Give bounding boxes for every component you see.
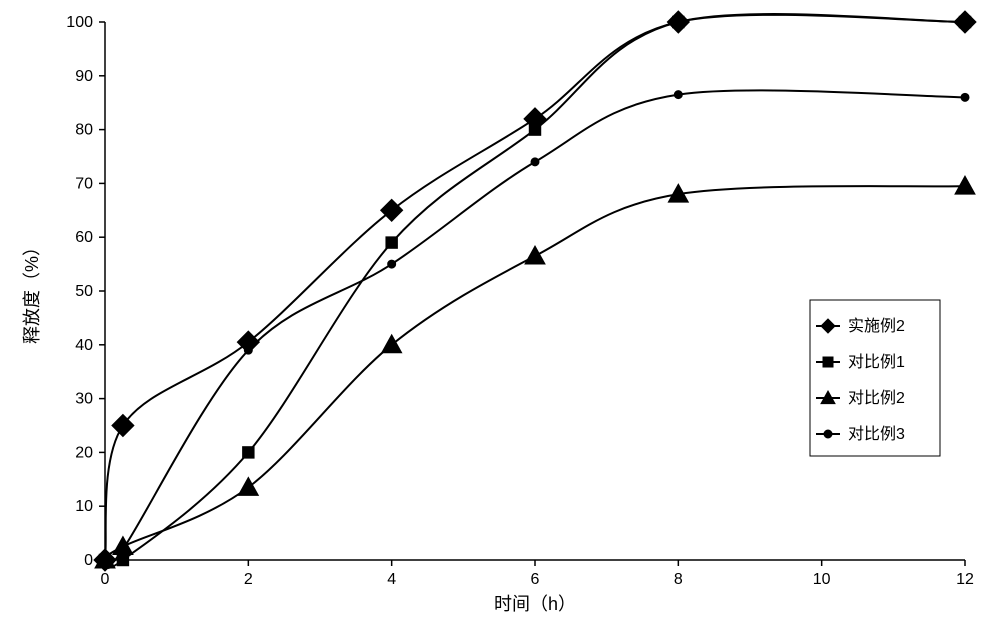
- x-tick-label: 10: [813, 571, 831, 588]
- y-tick-label: 20: [75, 444, 93, 461]
- legend-item-label: 对比例3: [848, 425, 905, 443]
- y-tick-label: 30: [75, 391, 93, 408]
- x-tick-label: 2: [244, 571, 253, 588]
- release-chart: 0 2 4 6 8 10 12 0 10 20 30 40 50 60 70 80 90 100 时间（h） 释放度（…: [0, 0, 1000, 629]
- legend-item-label: 实施例2: [848, 317, 905, 335]
- y-tick-label: 50: [75, 283, 93, 300]
- x-axis-label: 时间（h）: [494, 594, 576, 614]
- y-tick-label: 10: [75, 498, 93, 515]
- y-tick-label: 80: [75, 122, 93, 139]
- chart-container: 0 2 4 6 8 10 12 0 10 20 30 40 50 60 70 80 90 100 时间（h） 释放度（…: [0, 0, 1000, 629]
- y-tick-label: 60: [75, 229, 93, 246]
- x-tick-label: 6: [531, 571, 540, 588]
- legend: 实施例2 对比例1 对比例2 对比例3: [810, 300, 940, 456]
- legend-item-label: 对比例1: [848, 353, 905, 371]
- y-tick-label: 90: [75, 68, 93, 85]
- y-tick-label: 40: [75, 337, 93, 354]
- x-tick-label: 4: [387, 571, 396, 588]
- y-axis-label: 释放度（%）: [22, 238, 42, 344]
- x-tick-label: 0: [101, 571, 110, 588]
- y-tick-label: 70: [75, 175, 93, 192]
- x-tick-label: 8: [674, 571, 683, 588]
- x-tick-label: 12: [956, 571, 974, 588]
- y-tick-label: 0: [84, 552, 93, 569]
- y-tick-label: 100: [66, 14, 93, 31]
- legend-item-label: 对比例2: [848, 389, 905, 407]
